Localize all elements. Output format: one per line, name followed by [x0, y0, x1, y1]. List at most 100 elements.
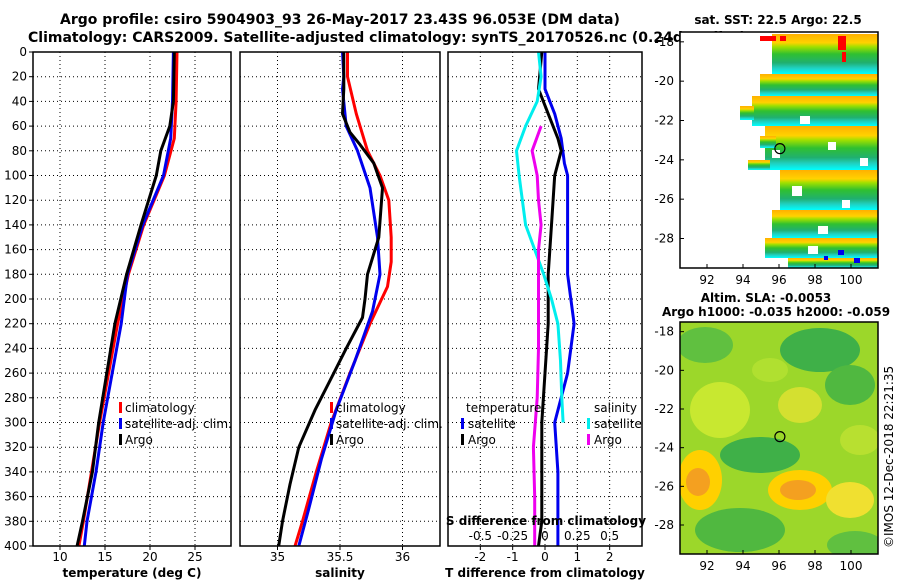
figure-title-line1: Argo profile: csiro 5904903_93 26-May-20… — [60, 12, 620, 28]
depth-tick-label: 160 — [4, 243, 27, 257]
depth-tick-label: 240 — [4, 341, 27, 355]
sla-profile-marker — [774, 431, 786, 443]
map-y-tick-label: -28 — [654, 518, 674, 532]
temperature-lines — [75, 52, 179, 546]
legend-s-argo-swatch — [587, 434, 590, 445]
salinity-lines — [277, 52, 393, 546]
salinity-panel: 35 35.5 36 salinity climatology satellite-… — [239, 51, 443, 580]
sst-warm-spots — [760, 36, 846, 62]
sla-map-title: Altim. SLA: -0.0053 — [701, 291, 832, 305]
map-y-tick-label: -22 — [654, 402, 674, 416]
depth-tick-label: 200 — [4, 292, 27, 306]
legend-climatology-label: climatology — [125, 401, 195, 415]
t-difference-xlabel: T difference from climatology — [445, 566, 645, 580]
depth-tick-label: 20 — [12, 70, 27, 84]
series-s-satellite-line — [515, 52, 565, 423]
sla-map-frame — [679, 321, 879, 555]
map-x-tick-label: 94 — [735, 559, 750, 573]
legend-temperature-title: temperature — [466, 401, 541, 415]
depth-tick-label: 0 — [19, 45, 27, 59]
legend-argo-label: Argo — [125, 433, 153, 447]
x-tick-label: 35.5 — [327, 550, 354, 564]
legend-t-argo-label: Argo — [468, 433, 496, 447]
sst-map-title: sat. SST: 22.5 Argo: 22.5 — [694, 13, 861, 27]
sst-gaps — [772, 116, 868, 254]
legend-argo-swatch — [330, 434, 333, 445]
legend-argo-swatch — [119, 434, 122, 445]
map-x-tick-label: 92 — [699, 273, 714, 287]
salinity-ticks: 35 35.5 36 — [270, 546, 410, 564]
x-tick-label: 15 — [97, 550, 112, 564]
legend-t-argo-swatch — [461, 434, 464, 445]
x-tick-label: 20 — [142, 550, 157, 564]
temperature-diff-legend: temperature satellite Argo — [461, 401, 541, 447]
temperature-legend: climatology satellite-adj. clim. Argo — [119, 401, 232, 447]
legend-satellite-swatch — [119, 418, 122, 429]
sst-map-panel: sat. SST: 22.5 Argo: 22.5 — [654, 13, 879, 287]
difference-panel: -2 -1 0 1 2 -0.5 -0.25 0 0.25 0.5 S difference fr… — [445, 51, 646, 580]
x-tick-label: -1 — [507, 550, 519, 564]
salinity-legend: climatology satellite-adj. clim. Argo — [330, 401, 443, 447]
legend-t-satellite-swatch — [461, 418, 464, 429]
temperature-grid — [33, 52, 231, 546]
legend-s-argo-label: Argo — [594, 433, 622, 447]
depth-tick-label: 340 — [4, 465, 27, 479]
salinity-grid — [240, 52, 440, 546]
depth-tick-label: 320 — [4, 440, 27, 454]
s-tick-label: -0.25 — [497, 529, 528, 543]
x-tick-label: 10 — [52, 550, 67, 564]
map-x-tick-label: 98 — [807, 273, 822, 287]
sst-map-frame — [679, 31, 879, 269]
s-tick-label: 0.25 — [564, 529, 591, 543]
sla-field — [680, 322, 878, 554]
map-x-tick-label: 98 — [807, 559, 822, 573]
legend-satellite-label: satellite-adj. clim. — [336, 417, 443, 431]
salinity-xlabel: salinity — [315, 566, 365, 580]
s-difference-label: S difference from climatology — [446, 514, 646, 528]
map-y-tick-label: -28 — [654, 232, 674, 246]
depth-tick-label: 140 — [4, 218, 27, 232]
s-tick-label: 0 — [541, 529, 549, 543]
depth-tick-label: 400 — [4, 539, 27, 553]
map-y-tick-label: -20 — [654, 363, 674, 377]
series-t-satellite-line — [543, 52, 576, 546]
map-y-tick-label: -20 — [654, 74, 674, 88]
sst-profile-marker — [774, 143, 786, 155]
legend-argo-label: Argo — [336, 433, 364, 447]
depth-tick-label: 360 — [4, 490, 27, 504]
x-tick-label: 36 — [395, 550, 410, 564]
series-argo-line — [277, 52, 384, 546]
depth-tick-label: 40 — [12, 94, 27, 108]
depth-tick-label: 380 — [4, 514, 27, 528]
legend-satellite-label: satellite-adj. clim. — [125, 417, 232, 431]
difference-grid — [448, 52, 642, 546]
depth-tick-label: 300 — [4, 416, 27, 430]
difference-frame — [447, 51, 643, 547]
x-tick-label: 2 — [606, 550, 614, 564]
depth-tick-label: 100 — [4, 169, 27, 183]
depth-tick-label: 260 — [4, 366, 27, 380]
salinity-frame — [239, 51, 441, 547]
map-x-tick-label: 96 — [771, 559, 786, 573]
sst-field — [680, 32, 878, 268]
legend-s-satellite-label: satellite — [594, 417, 642, 431]
map-y-tick-label: -24 — [654, 153, 674, 167]
depth-tick-label: 60 — [12, 119, 27, 133]
sst-coverage — [740, 34, 878, 268]
depth-tick-label: 80 — [12, 144, 27, 158]
map-x-tick-label: 100 — [840, 559, 863, 573]
x-tick-label: 0 — [541, 550, 549, 564]
legend-satellite-swatch — [330, 418, 333, 429]
map-x-tick-label: 92 — [699, 559, 714, 573]
map-y-tick-label: -26 — [654, 192, 674, 206]
difference-ticks: -2 -1 0 1 2 -0.5 -0.25 0 0.25 0.5 — [469, 529, 620, 564]
sla-blobs — [680, 327, 878, 554]
temperature-frame — [32, 51, 232, 547]
sla-map-subtitle: Argo h1000: -0.035 h2000: -0.059 — [662, 305, 890, 319]
legend-climatology-label: climatology — [336, 401, 406, 415]
map-x-tick-label: 100 — [840, 273, 863, 287]
x-tick-label: 35 — [270, 550, 285, 564]
map-y-tick-label: -24 — [654, 441, 674, 455]
series-s-argo-line — [530, 125, 543, 546]
s-tick-label: -0.5 — [469, 529, 492, 543]
